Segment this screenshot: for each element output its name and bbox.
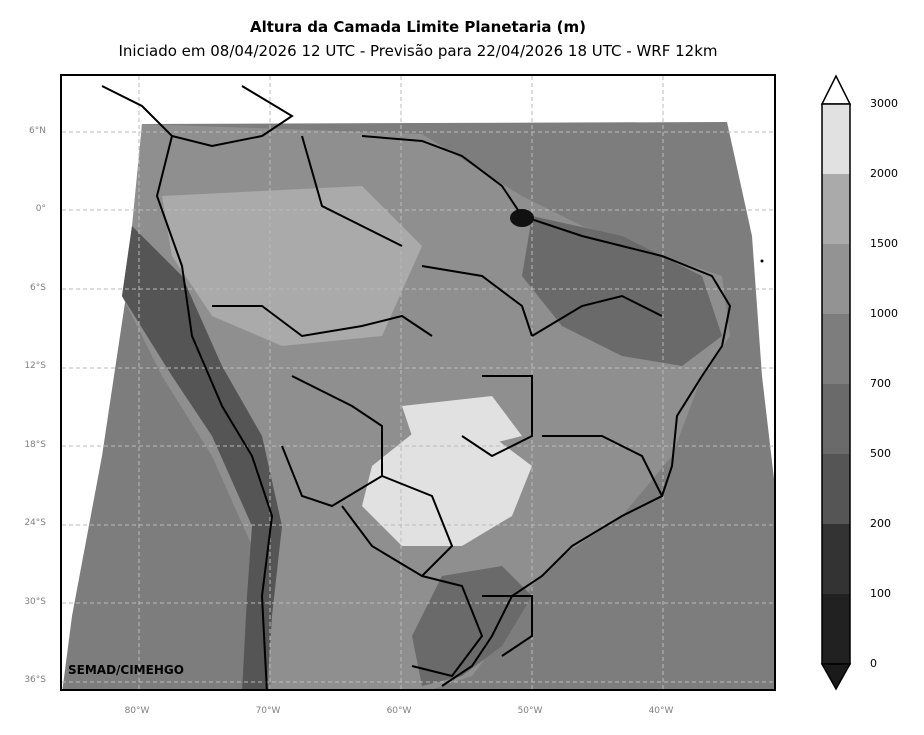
amazon-mouth	[510, 209, 534, 227]
colorbar-band	[822, 314, 850, 384]
colorbar-label: 700	[870, 377, 891, 390]
colorbar-band	[822, 384, 850, 454]
lat-label: 0°	[35, 204, 46, 214]
northeast-region	[522, 216, 722, 366]
colorbar-band	[822, 244, 850, 314]
colorbar-bottom-extend	[820, 663, 852, 691]
colorbar-label: 1500	[870, 237, 898, 250]
graticule	[62, 76, 774, 689]
colorbar-band	[822, 454, 850, 524]
colorbar-band	[822, 104, 850, 174]
island-dot	[760, 259, 764, 263]
colorbar-label: 0	[870, 657, 877, 670]
credit-label: SEMAD/CIMEHGO	[68, 663, 184, 677]
central-high-pbl-2	[402, 396, 522, 446]
lon-label: 70°W	[255, 706, 281, 716]
lat-label: 6°S	[30, 283, 46, 293]
lat-label: 36°S	[24, 675, 46, 685]
colorbar-label: 500	[870, 447, 891, 460]
country-borders	[101, 85, 732, 689]
lat-label: 18°S	[24, 440, 46, 450]
colorbar-band	[822, 174, 850, 244]
central-high-pbl	[362, 426, 532, 546]
map-panel[interactable]	[60, 74, 776, 691]
lon-label: 60°W	[386, 706, 412, 716]
lon-label: 50°W	[517, 706, 543, 716]
map-canvas	[62, 76, 774, 689]
colorbar-band	[822, 524, 850, 594]
colorbar-label: 1000	[870, 307, 898, 320]
andes-band	[122, 226, 282, 689]
lat-label: 6°N	[29, 126, 46, 136]
lon-label: 80°W	[124, 706, 150, 716]
map-title: Altura da Camada Limite Planetaria (m)	[249, 18, 587, 36]
colorbar-label: 200	[870, 517, 891, 530]
map-subtitle: Iniciado em 08/04/2026 12 UTC - Previsão…	[118, 42, 718, 60]
colorbar	[820, 74, 852, 691]
colorbar-label: 100	[870, 587, 891, 600]
colorbar-label: 2000	[870, 167, 898, 180]
colorbar-top-extend	[820, 74, 852, 105]
lat-label: 24°S	[24, 518, 46, 528]
lat-label: 30°S	[24, 597, 46, 607]
colorbar-label: 3000	[870, 97, 898, 110]
lon-label: 40°W	[648, 706, 674, 716]
lat-label: 12°S	[24, 361, 46, 371]
colorbar-band	[822, 594, 850, 664]
